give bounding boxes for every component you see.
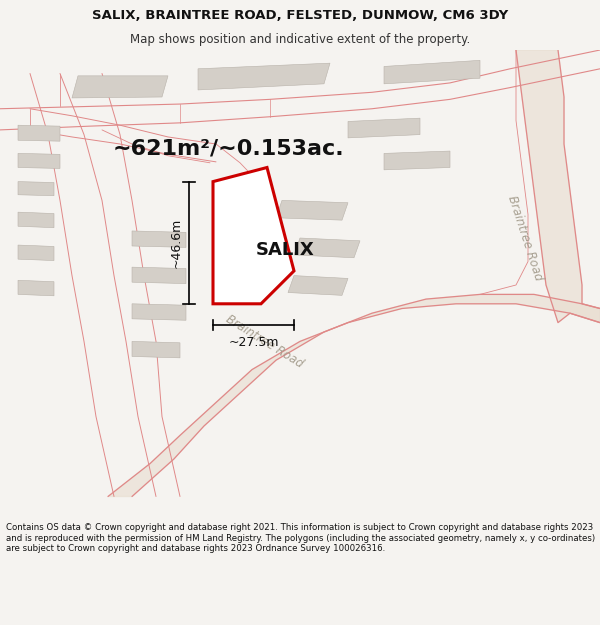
Text: Braintree Road: Braintree Road (223, 312, 305, 371)
Text: Map shows position and indicative extent of the property.: Map shows position and indicative extent… (130, 32, 470, 46)
Polygon shape (213, 168, 294, 304)
Polygon shape (132, 304, 186, 320)
Polygon shape (198, 63, 330, 90)
Text: Braintree Road: Braintree Road (505, 194, 545, 282)
Text: ~27.5m: ~27.5m (228, 336, 279, 349)
Polygon shape (288, 276, 348, 296)
Text: Contains OS data © Crown copyright and database right 2021. This information is : Contains OS data © Crown copyright and d… (6, 523, 595, 553)
Polygon shape (384, 61, 480, 84)
Polygon shape (18, 212, 54, 228)
Text: SALIX, BRAINTREE ROAD, FELSTED, DUNMOW, CM6 3DY: SALIX, BRAINTREE ROAD, FELSTED, DUNMOW, … (92, 9, 508, 22)
Text: ~621m²/~0.153ac.: ~621m²/~0.153ac. (112, 139, 344, 159)
Polygon shape (294, 238, 360, 258)
Polygon shape (18, 125, 60, 141)
Polygon shape (384, 151, 450, 170)
Text: SALIX: SALIX (256, 241, 314, 259)
Polygon shape (108, 294, 600, 496)
Polygon shape (72, 76, 168, 98)
Polygon shape (132, 231, 186, 248)
Polygon shape (348, 118, 420, 138)
Polygon shape (132, 341, 180, 358)
Polygon shape (276, 201, 348, 220)
Polygon shape (18, 245, 54, 261)
Polygon shape (18, 280, 54, 296)
Polygon shape (18, 182, 54, 196)
Polygon shape (132, 267, 186, 284)
Text: ~46.6m: ~46.6m (169, 217, 182, 268)
Polygon shape (18, 153, 60, 169)
Polygon shape (516, 50, 600, 322)
